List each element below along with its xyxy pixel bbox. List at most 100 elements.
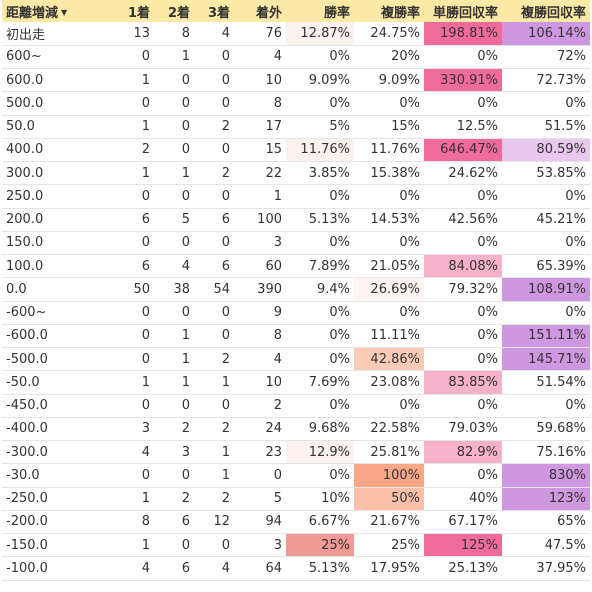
place-rate-cell: 14.53%: [354, 208, 424, 232]
win-return-rate-cell: 84.08%: [424, 254, 502, 279]
place-return-rate-cell: 47.5%: [502, 533, 590, 558]
table-row: 600.0 1 0 0 10 9.09% 9.09% 330.91% 72.73%: [2, 68, 590, 93]
first-place-cell: 0: [102, 184, 154, 209]
win-rate-cell: 5.13%: [286, 208, 354, 232]
out-of-place-cell: 0: [234, 463, 286, 488]
third-place-cell: 2: [194, 161, 234, 186]
first-place-cell: 6: [102, 208, 154, 232]
distance-change-cell: -30.0: [2, 463, 102, 488]
first-place-cell: 0: [102, 324, 154, 349]
third-place-cell: 2: [194, 417, 234, 442]
out-of-place-cell: 76: [234, 22, 286, 46]
win-return-rate-cell: 0%: [424, 463, 502, 488]
third-place-cell: 2: [194, 115, 234, 139]
win-rate-cell: 7.89%: [286, 254, 354, 279]
win-rate-cell: 0%: [286, 394, 354, 418]
place-rate-cell: 24.75%: [354, 22, 424, 46]
out-of-place-cell: 23: [234, 440, 286, 465]
header-win-rate[interactable]: 勝率: [323, 5, 350, 21]
place-return-rate-cell: 59.68%: [502, 417, 590, 442]
distance-change-cell: 400.0: [2, 138, 102, 163]
third-place-cell: 4: [194, 22, 234, 46]
win-rate-cell: 12.9%: [286, 440, 354, 465]
header-distance-change[interactable]: 距離増減 ▼: [2, 0, 102, 22]
header-place-return-rate[interactable]: 複勝回収率: [520, 5, 586, 21]
table-header: 距離増減 ▼ 1着 2着 3着 着外 勝率 複勝率 単勝回収率 複勝回収率: [2, 0, 590, 22]
out-of-place-cell: 9: [234, 301, 286, 325]
third-place-cell: 0: [194, 138, 234, 163]
table-row: 50.0 1 0 2 17 5% 15% 12.5% 51.5%: [2, 115, 590, 139]
distance-change-cell: -250.0: [2, 487, 102, 511]
second-place-cell: 4: [154, 254, 194, 279]
header-place-rate[interactable]: 複勝率: [380, 5, 420, 21]
place-return-rate-cell: 0%: [502, 394, 590, 418]
first-place-cell: 1: [102, 161, 154, 186]
place-rate-cell: 17.95%: [354, 556, 424, 581]
win-return-rate-cell: 67.17%: [424, 510, 502, 535]
table-row: -600.0 0 1 0 8 0% 11.11% 0% 151.11%: [2, 324, 590, 349]
table-row: -600~ 0 0 0 9 0% 0% 0% 0%: [2, 301, 590, 325]
first-place-cell: 4: [102, 440, 154, 465]
out-of-place-cell: 3: [234, 231, 286, 256]
out-of-place-cell: 22: [234, 161, 286, 186]
first-place-cell: 3: [102, 417, 154, 442]
win-rate-cell: 0%: [286, 463, 354, 488]
distance-change-cell: -300.0: [2, 440, 102, 465]
first-place-cell: 13: [102, 22, 154, 46]
second-place-cell: 0: [154, 115, 194, 139]
third-place-cell: 0: [194, 324, 234, 349]
place-rate-cell: 0%: [354, 91, 424, 116]
header-third-place[interactable]: 3着: [207, 5, 230, 21]
second-place-cell: 0: [154, 394, 194, 418]
stats-table: 距離増減 ▼ 1着 2着 3着 着外 勝率 複勝率 単勝回収率 複勝回収率 初出走…: [2, 0, 590, 581]
win-return-rate-cell: 125%: [424, 533, 502, 558]
third-place-cell: 1: [194, 440, 234, 465]
place-return-rate-cell: 123%: [502, 487, 590, 511]
second-place-cell: 0: [154, 184, 194, 209]
distance-change-cell: 300.0: [2, 161, 102, 186]
distance-change-cell: -200.0: [2, 510, 102, 535]
second-place-cell: 2: [154, 487, 194, 511]
third-place-cell: 0: [194, 394, 234, 418]
second-place-cell: 1: [154, 370, 194, 395]
place-return-rate-cell: 830%: [502, 463, 590, 488]
first-place-cell: 0: [102, 231, 154, 256]
first-place-cell: 0: [102, 394, 154, 418]
distance-change-cell: 100.0: [2, 254, 102, 279]
distance-change-cell: 500.0: [2, 91, 102, 116]
place-return-rate-cell: 45.21%: [502, 208, 590, 232]
win-rate-cell: 0%: [286, 91, 354, 116]
sort-desc-icon[interactable]: ▼: [61, 7, 68, 17]
win-return-rate-cell: 0%: [424, 91, 502, 116]
header-out-of-place[interactable]: 着外: [255, 5, 282, 21]
win-return-rate-cell: 24.62%: [424, 161, 502, 186]
third-place-cell: 4: [194, 556, 234, 581]
place-rate-cell: 21.67%: [354, 510, 424, 535]
win-return-rate-cell: 82.9%: [424, 440, 502, 465]
place-rate-cell: 9.09%: [354, 68, 424, 93]
table-row: 400.0 2 0 0 15 11.76% 11.76% 646.47% 80.59%: [2, 138, 590, 163]
header-first-place[interactable]: 1着: [127, 5, 150, 21]
place-rate-cell: 25.81%: [354, 440, 424, 465]
place-return-rate-cell: 65%: [502, 510, 590, 535]
win-rate-cell: 0%: [286, 347, 354, 372]
header-win-return-rate[interactable]: 単勝回収率: [432, 5, 498, 21]
out-of-place-cell: 5: [234, 487, 286, 511]
win-rate-cell: 5%: [286, 115, 354, 139]
second-place-cell: 8: [154, 22, 194, 46]
distance-change-cell: 200.0: [2, 208, 102, 232]
win-return-rate-cell: 0%: [424, 394, 502, 418]
second-place-cell: 2: [154, 417, 194, 442]
win-rate-cell: 9.4%: [286, 277, 354, 302]
header-second-place[interactable]: 2着: [167, 5, 190, 21]
third-place-cell: 2: [194, 487, 234, 511]
win-return-rate-cell: 198.81%: [424, 22, 502, 46]
table-row: -300.0 4 3 1 23 12.9% 25.81% 82.9% 75.16%: [2, 440, 590, 465]
place-rate-cell: 21.05%: [354, 254, 424, 279]
first-place-cell: 1: [102, 370, 154, 395]
win-rate-cell: 9.09%: [286, 68, 354, 93]
place-rate-cell: 0%: [354, 301, 424, 325]
second-place-cell: 1: [154, 161, 194, 186]
out-of-place-cell: 60: [234, 254, 286, 279]
win-rate-cell: 11.76%: [286, 138, 354, 163]
